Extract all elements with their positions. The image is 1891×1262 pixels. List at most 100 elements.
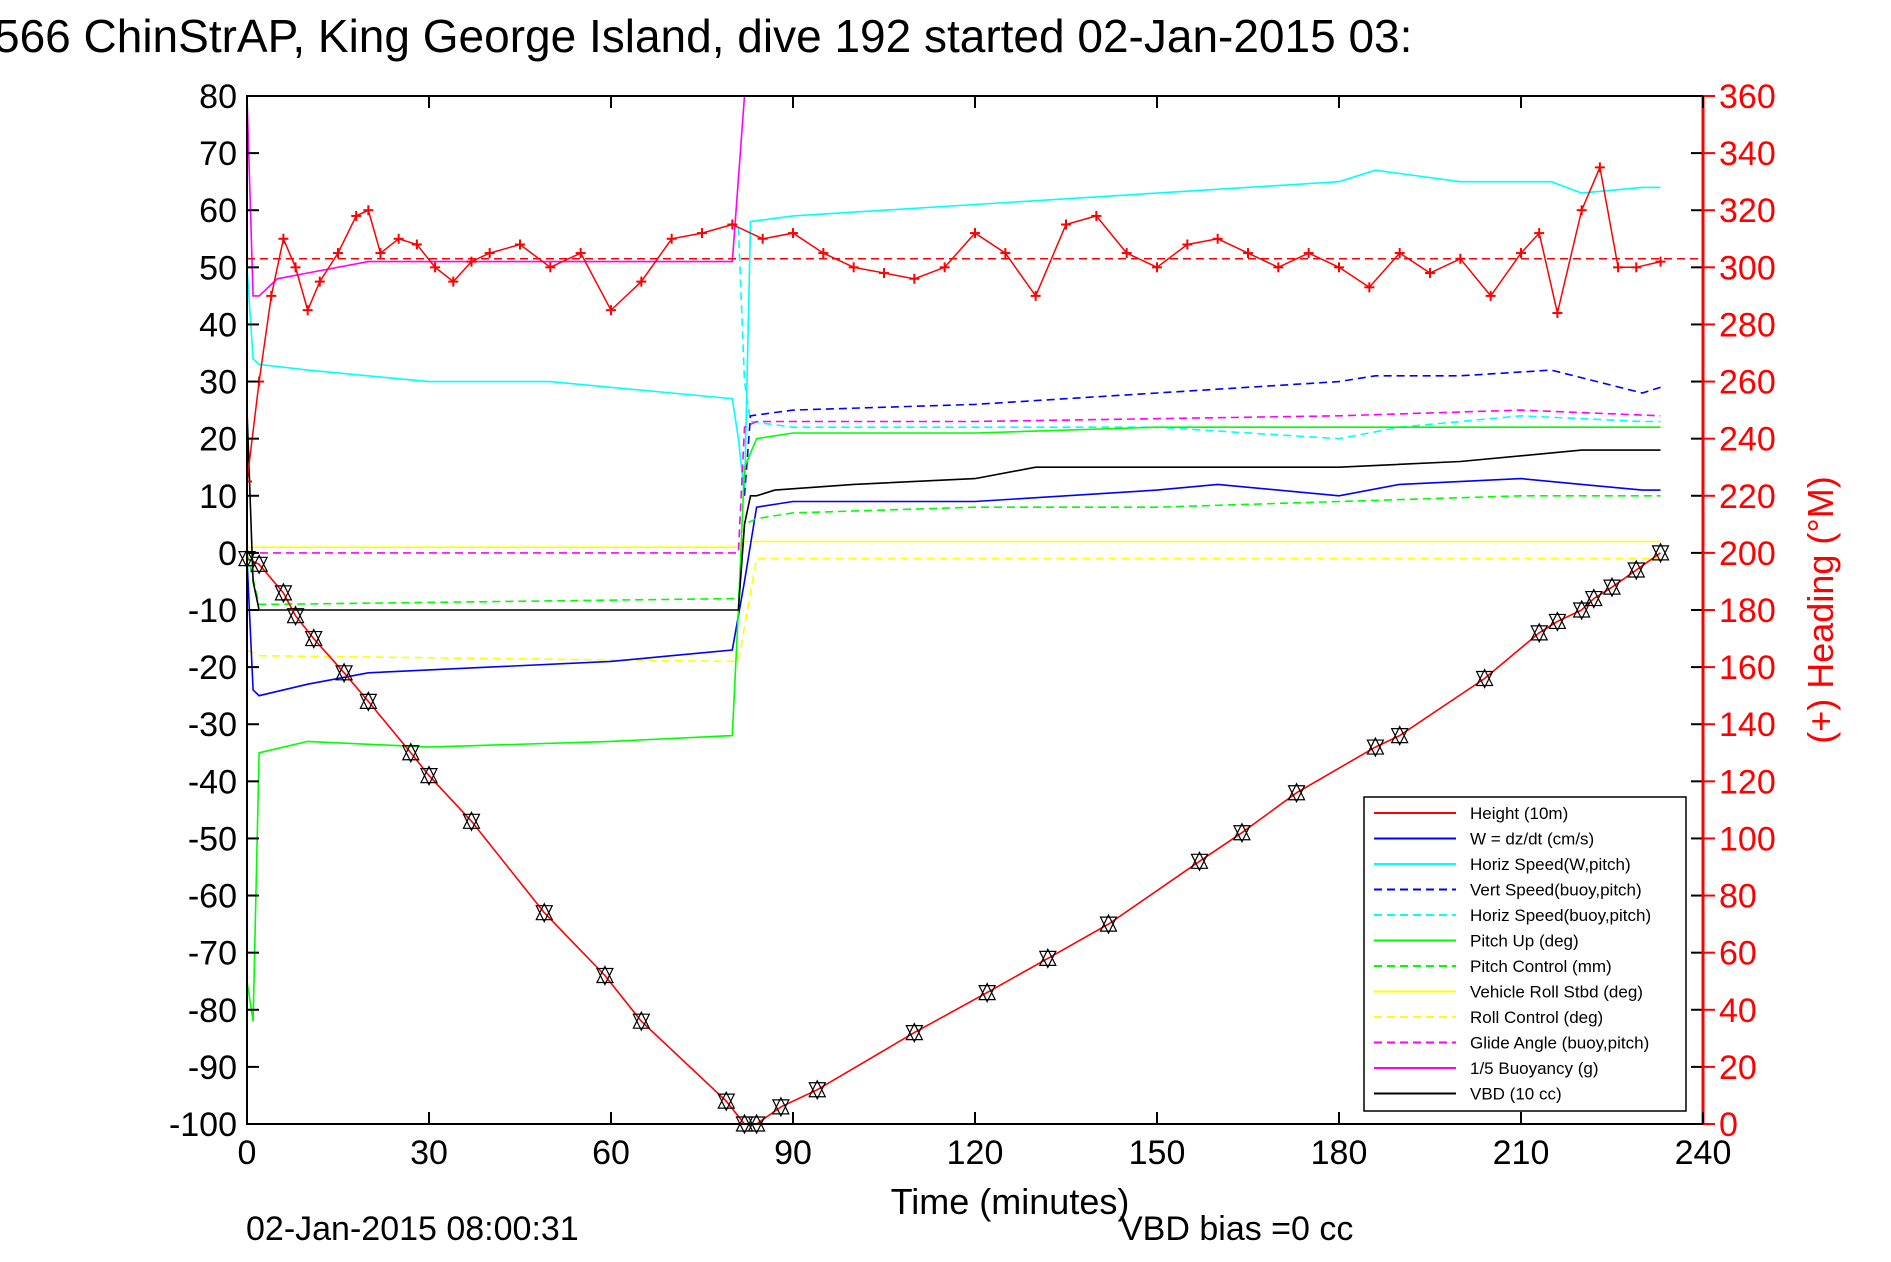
right-tick-label: 360 — [1719, 78, 1776, 116]
right-tick-label: 220 — [1719, 478, 1776, 516]
triangle-up — [462, 810, 481, 829]
x-axis: 0 30 60 90 120 150 180 210 240 — [238, 96, 1732, 1172]
triangle-up — [1603, 576, 1621, 595]
depth-marker — [286, 605, 305, 627]
heading-layer — [247, 162, 1703, 487]
right-tick-label: 120 — [1719, 763, 1776, 801]
heading-point — [1091, 210, 1102, 221]
triangle-up — [535, 902, 554, 921]
depth-marker — [1603, 576, 1621, 598]
left-tick-label: -80 — [188, 992, 237, 1030]
triangle-down — [1190, 853, 1209, 872]
triangle-up — [1584, 588, 1603, 607]
triangle-down — [462, 813, 481, 832]
depth-marker — [1475, 668, 1494, 689]
series-line-roll-control-deg — [247, 557, 1661, 663]
depth-marker — [1584, 588, 1603, 609]
heading-point — [515, 239, 525, 250]
triangle-up — [1099, 913, 1118, 932]
triangle-down — [1232, 825, 1251, 844]
heading-point — [1030, 290, 1041, 301]
x-tick-label: 120 — [947, 1134, 1004, 1172]
depth-marker — [1190, 850, 1209, 872]
right-tick-label: 300 — [1719, 249, 1776, 287]
triangle-down — [1366, 739, 1385, 758]
depth-marker — [420, 765, 438, 786]
heading-point — [757, 233, 768, 244]
triangle-down — [978, 985, 997, 1003]
triangle-up — [1572, 599, 1591, 618]
heading-point — [1182, 239, 1193, 250]
left-tick-label: -40 — [188, 763, 237, 801]
depth-marker — [1099, 913, 1118, 935]
triangle-up — [771, 1096, 790, 1115]
heading-point — [333, 248, 343, 259]
right-tick-label: 80 — [1719, 878, 1757, 916]
depth-marker — [1366, 736, 1385, 758]
heading-point — [1121, 248, 1132, 259]
depth-marker — [401, 742, 420, 764]
legend-label: Height (10m) — [1470, 804, 1568, 823]
depth-marker — [808, 1079, 827, 1101]
heading-point — [266, 290, 277, 301]
triangle-down — [808, 1082, 827, 1101]
heading-point — [697, 228, 707, 239]
depth-marker — [1627, 559, 1646, 581]
triangle-up — [401, 742, 420, 761]
legend-label: 1/5 Buoyancy (g) — [1470, 1059, 1599, 1078]
triangle-up — [274, 582, 293, 601]
depth-marker — [717, 1090, 736, 1112]
left-tick-label: 70 — [199, 135, 237, 173]
left-y-axis: 80 70 60 50 40 30 20 10 0 -10 -20 -30 -40 -50 -60 -70 -8… — [169, 78, 1703, 1144]
heading-point — [247, 476, 252, 487]
depth-marker — [535, 902, 554, 924]
left-tick-label: -30 — [188, 706, 237, 744]
legend-label: Horiz Speed(W,pitch) — [1470, 855, 1631, 874]
heading-point — [1334, 262, 1344, 273]
vbd-bias-label: VBD bias =0 cc — [1120, 1210, 1353, 1248]
triangle-up — [1548, 611, 1567, 630]
series-line-glide-angle-buoy-pitch — [247, 409, 1661, 554]
heading-point — [375, 248, 386, 259]
timestamp-label: 02-Jan-2015 08:00:31 — [246, 1210, 579, 1248]
right-tick-label: 200 — [1719, 535, 1776, 573]
depth-marker — [274, 582, 293, 604]
triangle-up — [905, 1022, 924, 1041]
heading-point — [545, 262, 556, 273]
series-line-vert-speed-buoy-pitch — [743, 369, 1661, 496]
left-tick-label: 0 — [218, 535, 237, 573]
heading-point — [1613, 262, 1624, 273]
left-tick-label: -90 — [188, 1049, 237, 1087]
triangle-up — [1232, 822, 1251, 841]
right-tick-label: 140 — [1719, 706, 1776, 744]
series-layer — [247, 96, 1661, 1124]
heading-point — [1394, 248, 1405, 259]
triangle-up — [304, 628, 323, 647]
triangle-down — [1475, 670, 1494, 689]
triangle-up — [420, 765, 438, 784]
triangle-down — [359, 693, 378, 712]
triangle-up — [1038, 948, 1057, 966]
legend-label: Horiz Speed(buoy,pitch) — [1470, 906, 1651, 925]
right-tick-label: 340 — [1719, 135, 1776, 173]
x-tick-label: 240 — [1675, 1134, 1732, 1172]
right-tick-label: 240 — [1719, 421, 1776, 459]
triangle-down — [1530, 625, 1549, 644]
triangle-down — [1603, 579, 1621, 598]
left-tick-label: 30 — [199, 364, 237, 402]
heading-point — [351, 210, 362, 221]
x-tick-label: 0 — [238, 1134, 257, 1172]
heading-point — [1243, 248, 1253, 259]
triangle-up — [632, 1010, 651, 1029]
heading-point — [1425, 268, 1435, 279]
series-line-horiz-speed-w-pitch — [247, 169, 1661, 496]
left-tick-label: -50 — [188, 820, 237, 858]
depth-marker — [1572, 599, 1591, 621]
series-line-pitch-control-mm — [247, 494, 1661, 606]
x-tick-label: 60 — [592, 1134, 630, 1172]
heading-point — [848, 262, 859, 273]
heading-point — [1655, 256, 1666, 267]
heading-point — [1534, 228, 1545, 239]
x-tick-label: 150 — [1129, 1134, 1186, 1172]
left-tick-label: -20 — [188, 649, 237, 687]
